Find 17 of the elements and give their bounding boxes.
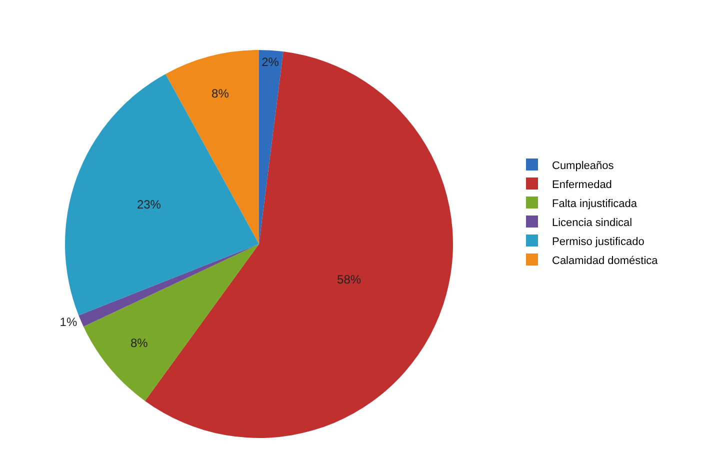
legend-label: Enfermedad — [552, 178, 612, 191]
data-label: 1% — [60, 315, 78, 330]
legend-label: Permiso justificado — [552, 236, 644, 248]
legend-label: Calamidad doméstica — [552, 254, 659, 267]
data-label: 8% — [130, 336, 148, 350]
data-label: 2% — [262, 54, 280, 69]
legend-label: Falta injustificada — [552, 198, 638, 210]
legend-label: Licencia sindical — [552, 216, 632, 229]
pie-slice — [78, 244, 259, 327]
pie-slice — [65, 74, 259, 316]
pie-slice — [83, 244, 259, 401]
data-label: 8% — [212, 86, 230, 101]
data-label: 23% — [136, 197, 162, 212]
legend-label: Cumpleaños — [552, 160, 614, 172]
data-label: 58% — [337, 272, 362, 287]
pie-slice — [259, 50, 284, 244]
pie-slice — [166, 50, 259, 244]
